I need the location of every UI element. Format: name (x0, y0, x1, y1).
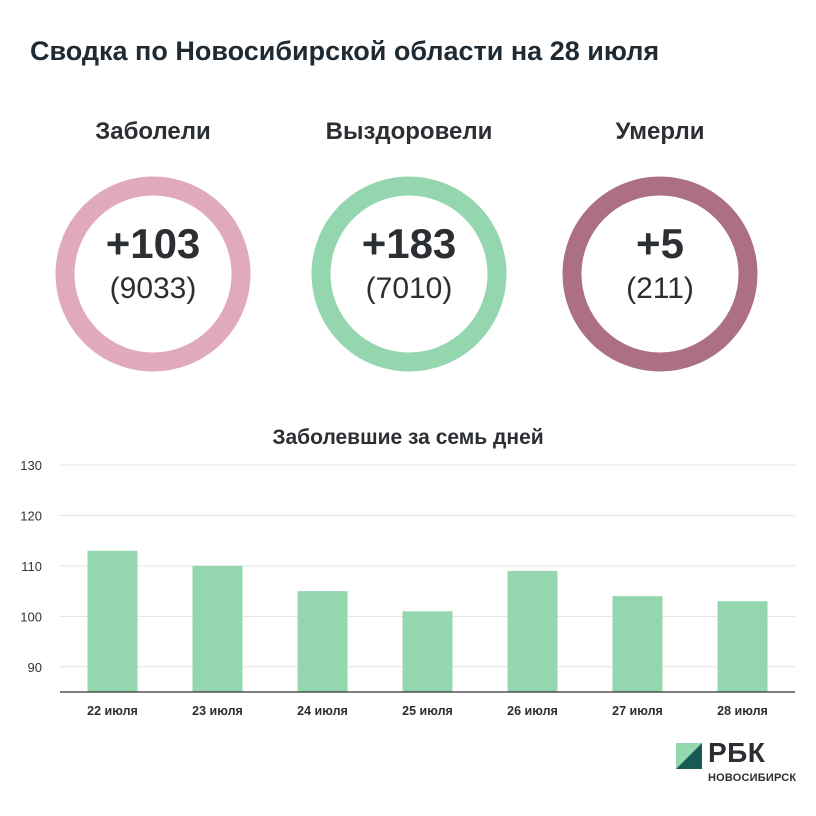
x-tick-label: 22 июля (87, 704, 138, 718)
x-tick-label: 23 июля (192, 704, 243, 718)
stat-label: Выздоровели (325, 118, 493, 145)
x-tick-label: 26 июля (507, 704, 558, 718)
stat-total: (211) (626, 272, 694, 305)
y-tick-label: 110 (21, 559, 42, 574)
x-tick-label: 25 июля (402, 704, 453, 718)
ring-circle (562, 176, 758, 372)
bar (192, 565, 243, 692)
stat-recovered: Выздоровели +183 (7010) (279, 118, 539, 372)
stat-total: (9033) (109, 272, 197, 305)
stat-deaths: Умерли +5 (211) (530, 118, 790, 372)
bar (612, 596, 663, 692)
y-tick-label: 120 (20, 508, 42, 523)
ring-infected: +103 (9033) (55, 176, 251, 372)
x-tick-label: 28 июля (717, 704, 768, 718)
page-title: Сводка по Новосибирской области на 28 ию… (30, 36, 660, 66)
rbc-logo: РБК НОВОСИБИРСК (676, 737, 806, 791)
stat-label: Заболели (95, 118, 211, 145)
stat-infected: Заболели +103 (9033) (23, 118, 283, 372)
stat-delta: +5 (636, 220, 684, 267)
bar (717, 601, 768, 692)
ring-circle (55, 176, 251, 372)
x-tick-label: 27 июля (612, 704, 663, 718)
ring-deaths: +5 (211) (562, 176, 758, 372)
y-tick-label: 90 (28, 660, 42, 675)
bar (87, 550, 138, 692)
bar (402, 611, 453, 692)
stat-total: (7010) (365, 272, 453, 305)
bar-chart: 90 100 110 120 130 22 июля 23 июля 24 июля 25 ию… (20, 458, 795, 718)
y-tick-label: 100 (20, 609, 42, 624)
stat-delta: +103 (105, 220, 201, 267)
bar (297, 591, 348, 692)
stat-delta: +183 (361, 220, 457, 267)
chart-title: Заболевшие за семь дней (272, 426, 544, 449)
stat-label: Умерли (615, 118, 705, 145)
y-tick-label: 130 (20, 458, 42, 473)
ring-circle (311, 176, 507, 372)
logo-text: РБК (708, 737, 766, 768)
ring-recovered: +183 (7010) (311, 176, 507, 372)
logo-subtitle: НОВОСИБИРСК (708, 772, 797, 784)
rbc-logo-icon (676, 743, 702, 769)
x-tick-label: 24 июля (297, 704, 348, 718)
bar (507, 570, 558, 692)
